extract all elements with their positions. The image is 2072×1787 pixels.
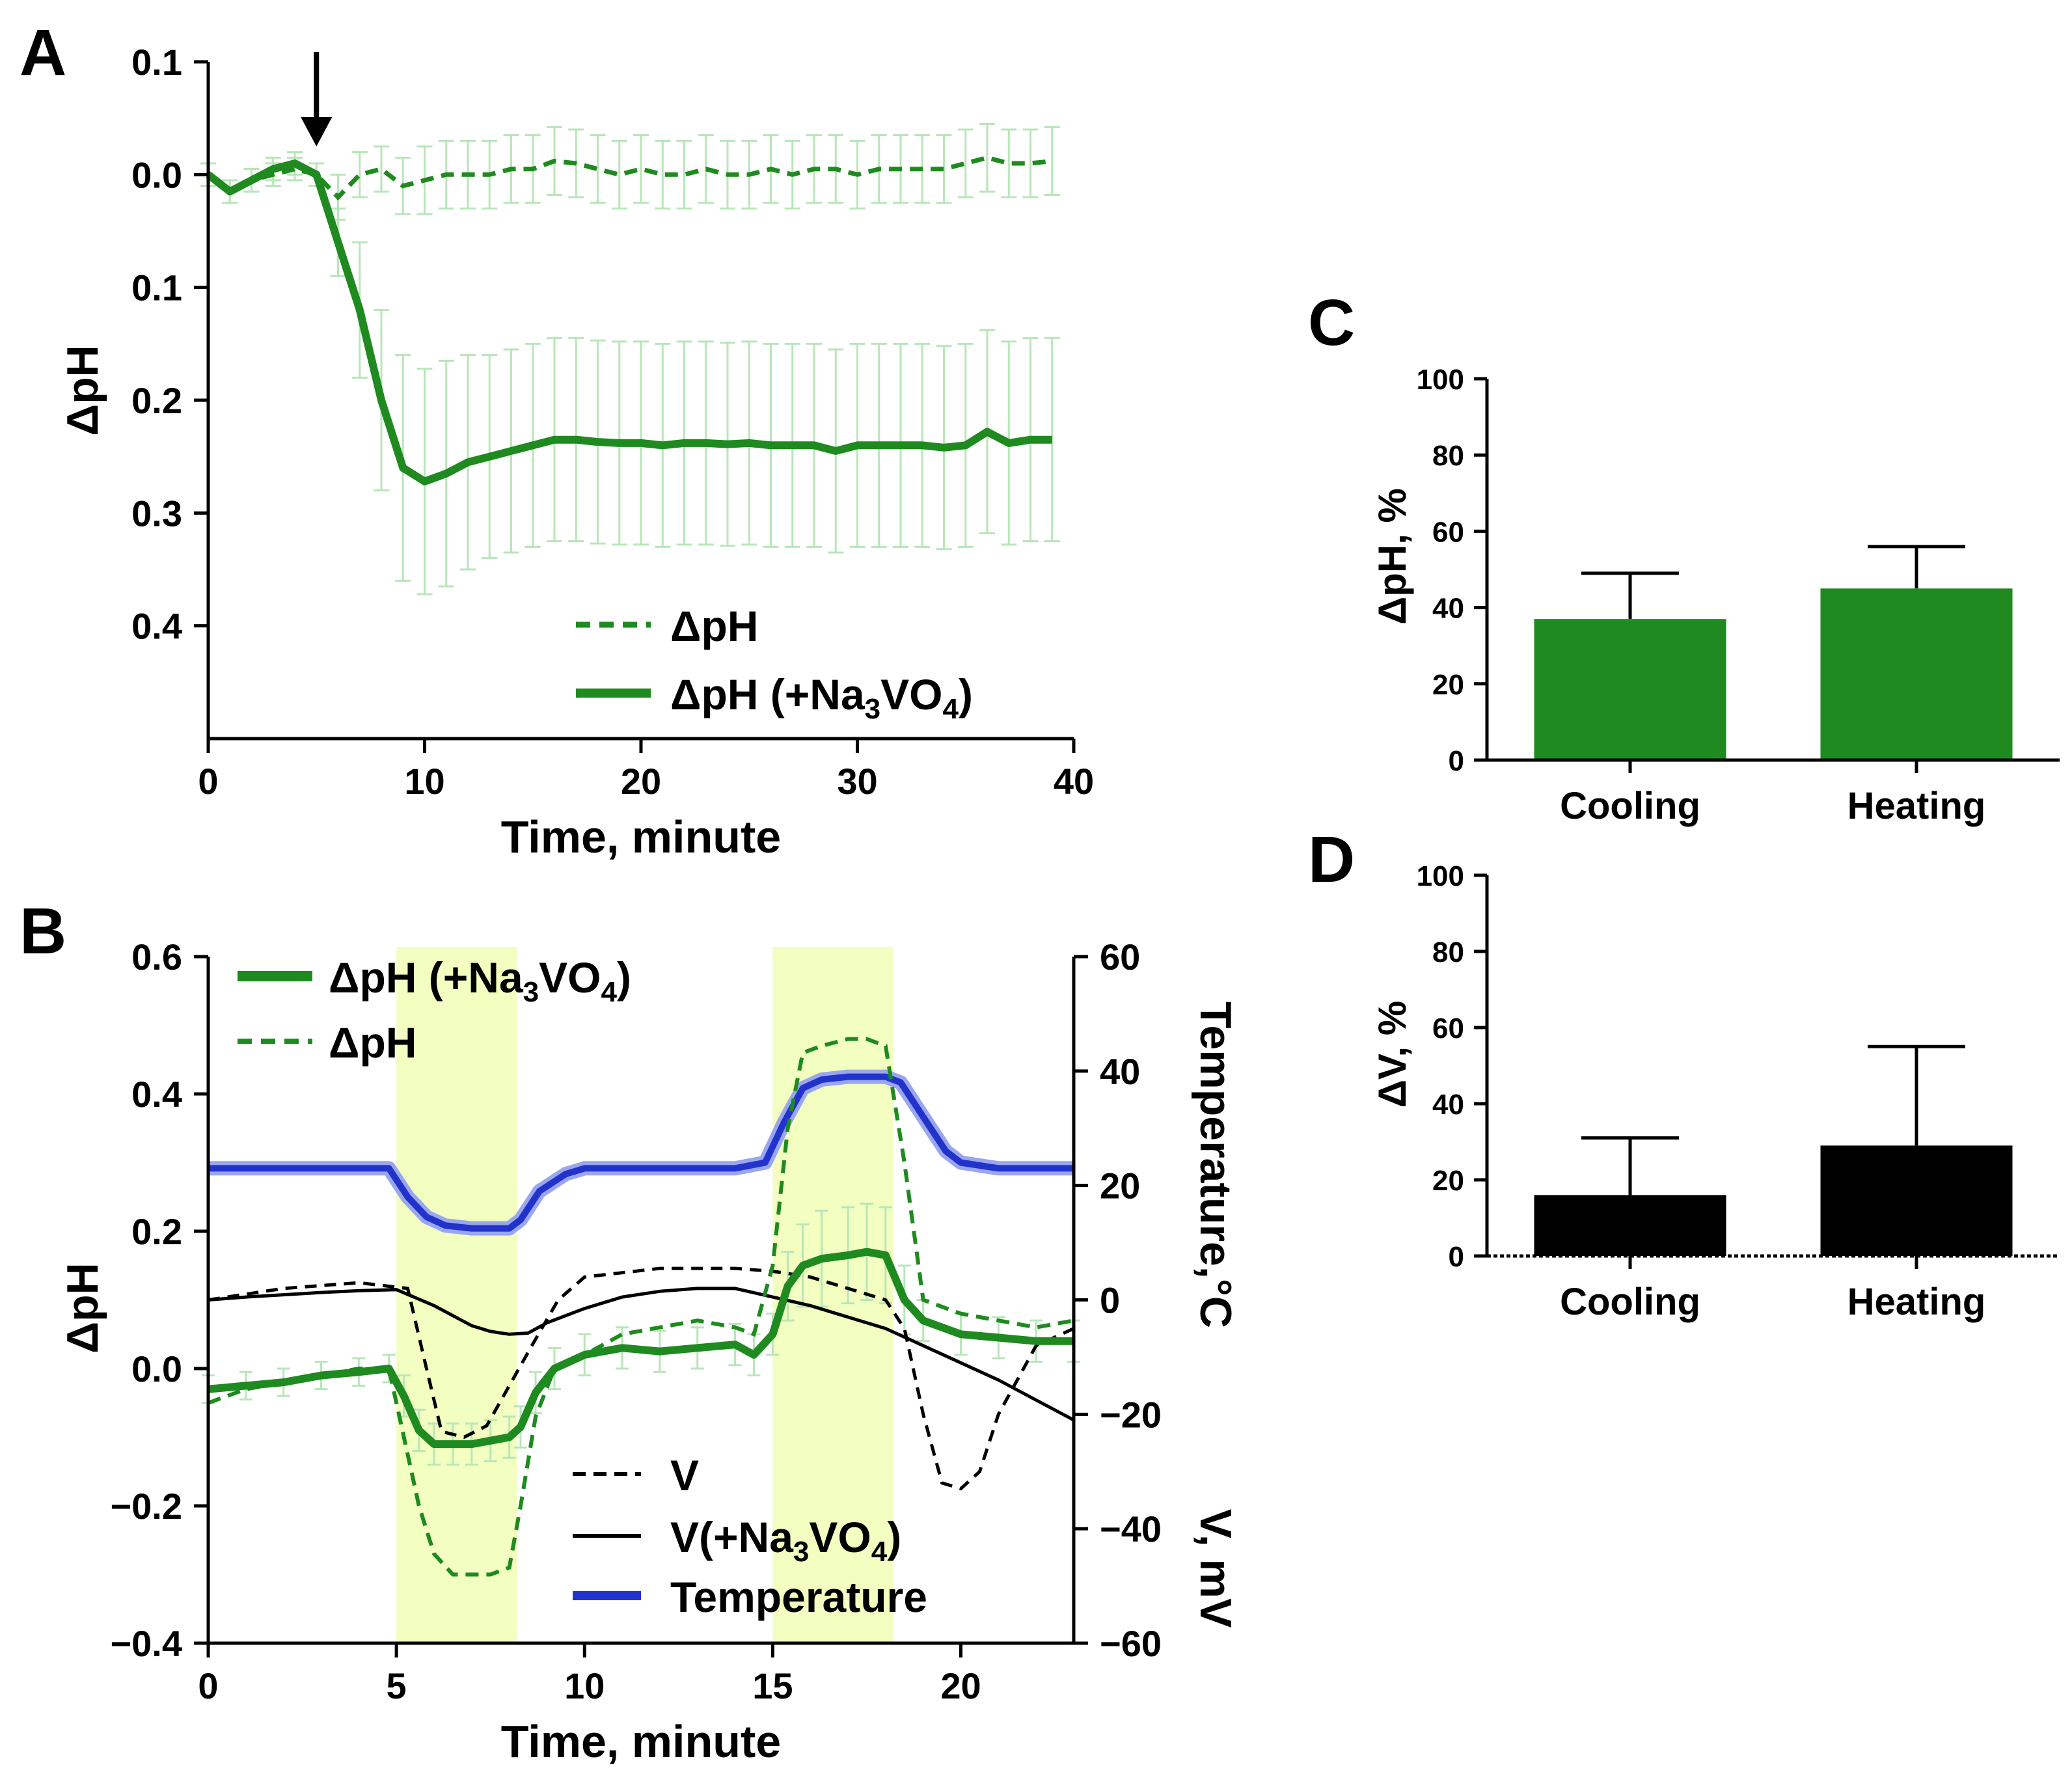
y-tick-label: 100	[1417, 860, 1464, 892]
y-tick-label: −0.4	[110, 1623, 182, 1664]
x-tick-label: 10	[404, 761, 444, 802]
y-tick-label: 40	[1432, 593, 1464, 625]
y-tick-label: 0.6	[131, 936, 182, 977]
y-tick-label: 0.1	[131, 267, 182, 308]
x-tick-label-heating: Heating	[1847, 1281, 1986, 1323]
arrow-head	[301, 117, 333, 146]
bar-heating	[1820, 1145, 2013, 1256]
legend-dph-label: ΔpH	[329, 1018, 416, 1067]
panel-a-y-label: ΔpH	[58, 345, 107, 436]
y-tick-label: 0.0	[131, 1348, 182, 1389]
y-tick-label: 0.4	[131, 1074, 182, 1115]
y-tick-label: 0.2	[131, 380, 182, 421]
panel-d-chart: Cooling Heating 100 80 60 40 20 0 ΔV, %	[1370, 860, 2060, 1323]
x-tick-label: 10	[564, 1665, 605, 1706]
legend-dph-vanadate-label: ΔpH (+Na3VO4)	[329, 953, 631, 1008]
y-tick-label: 0.0	[131, 154, 182, 195]
panel-b-y2-label-temperature: Temperature,°C	[1191, 1002, 1240, 1328]
line-v-vanadate	[208, 1287, 1075, 1422]
panel-a-chart: 0.1 0.0 0.1 0.2 0.3 0.4 0 10 20 30 40 ΔpH Time, mi…	[58, 42, 1094, 862]
bar-heating	[1820, 588, 2013, 760]
x-tick-label-cooling: Cooling	[1560, 1281, 1700, 1323]
panel-a-legend: ΔpH ΔpH (+Na3VO4)	[576, 602, 973, 725]
x-tick-label: 30	[837, 761, 877, 802]
y2-tick-label: 20	[1100, 1166, 1140, 1207]
y-tick-label: 100	[1417, 364, 1464, 396]
y-tick-label: 0	[1449, 1241, 1464, 1273]
x-tick-label: 40	[1054, 761, 1094, 802]
panel-a-x-label: Time, minute	[501, 812, 781, 862]
legend-dph-label: ΔpH	[670, 602, 758, 650]
panel-c-letter: C	[1308, 286, 1355, 359]
y-tick-label: 40	[1432, 1089, 1464, 1121]
y-tick-label: 60	[1432, 516, 1464, 548]
x-tick-label: 5	[387, 1665, 407, 1706]
y2-tick-label: −40	[1100, 1508, 1162, 1549]
y-tick-label: 60	[1432, 1013, 1464, 1044]
y2-tick-label: 60	[1100, 936, 1140, 977]
x-tick-label: 0	[198, 1665, 218, 1706]
panel-b-x-label: Time, minute	[501, 1716, 781, 1767]
panel-b-y2-label-voltage: V, mV	[1191, 1509, 1240, 1628]
y2-tick-label: −20	[1100, 1394, 1162, 1435]
y-tick-label: 0.4	[131, 606, 182, 647]
panel-b-legend-bottom: V V(+Na3VO4) Temperature	[573, 1451, 927, 1621]
line-v	[208, 1266, 1075, 1491]
y2-tick-label: −60	[1100, 1623, 1162, 1664]
panel-a-letter: A	[20, 16, 66, 89]
legend-v-label: V	[670, 1451, 699, 1499]
bar-cooling	[1534, 619, 1726, 760]
x-tick-label-heating: Heating	[1847, 785, 1986, 827]
bar-cooling	[1534, 1195, 1726, 1256]
panel-d-y-label: ΔV, %	[1370, 1001, 1414, 1108]
x-tick-label: 0	[198, 761, 218, 802]
line-temperature	[208, 1073, 1074, 1232]
panel-c-y-label: ΔpH, %	[1370, 488, 1414, 625]
y2-tick-label: 40	[1100, 1051, 1140, 1092]
x-tick-label: 20	[621, 761, 661, 802]
y-tick-label: 80	[1432, 440, 1464, 472]
line-dph-vanadate	[206, 159, 1052, 485]
y-tick-label: −0.2	[110, 1486, 182, 1527]
line-dph-vanadate	[208, 1248, 1074, 1449]
panel-b-legend-top: ΔpH (+Na3VO4) ΔpH	[238, 953, 631, 1067]
y2-tick-label: 0	[1100, 1280, 1120, 1321]
y-tick-label: 80	[1432, 936, 1464, 968]
panel-b-y-label: ΔpH	[58, 1262, 107, 1354]
x-tick-label: 20	[940, 1665, 981, 1706]
y-tick-label: 20	[1432, 1165, 1464, 1197]
legend-dph-vanadate-label: ΔpH (+Na3VO4)	[670, 670, 973, 725]
panel-b-chart: 0.6 0.4 0.2 0.0 −0.2 −0.4 60 40 20 0 −20 −40 −60 0 5 10…	[58, 936, 1240, 1767]
y-tick-label: 0	[1449, 745, 1464, 777]
line-dph	[206, 155, 1053, 201]
legend-v-vanadate-label: V(+Na3VO4)	[670, 1513, 901, 1568]
y-tick-label: 20	[1432, 669, 1464, 701]
line-dph	[207, 1037, 1074, 1577]
y-tick-label: 0.3	[131, 493, 182, 534]
y-tick-label: 0.1	[131, 42, 182, 83]
x-tick-label-cooling: Cooling	[1560, 785, 1700, 827]
y-tick-label: 0.2	[131, 1211, 182, 1252]
legend-temperature-label: Temperature	[670, 1573, 927, 1621]
temperature-step-band	[396, 947, 517, 1643]
panel-c-chart: Cooling Heating 100 80 60 40 20 0 ΔpH, %	[1370, 364, 2060, 827]
x-tick-label: 15	[752, 1665, 793, 1706]
panel-b-letter: B	[20, 895, 66, 968]
panel-d-letter: D	[1308, 823, 1355, 896]
